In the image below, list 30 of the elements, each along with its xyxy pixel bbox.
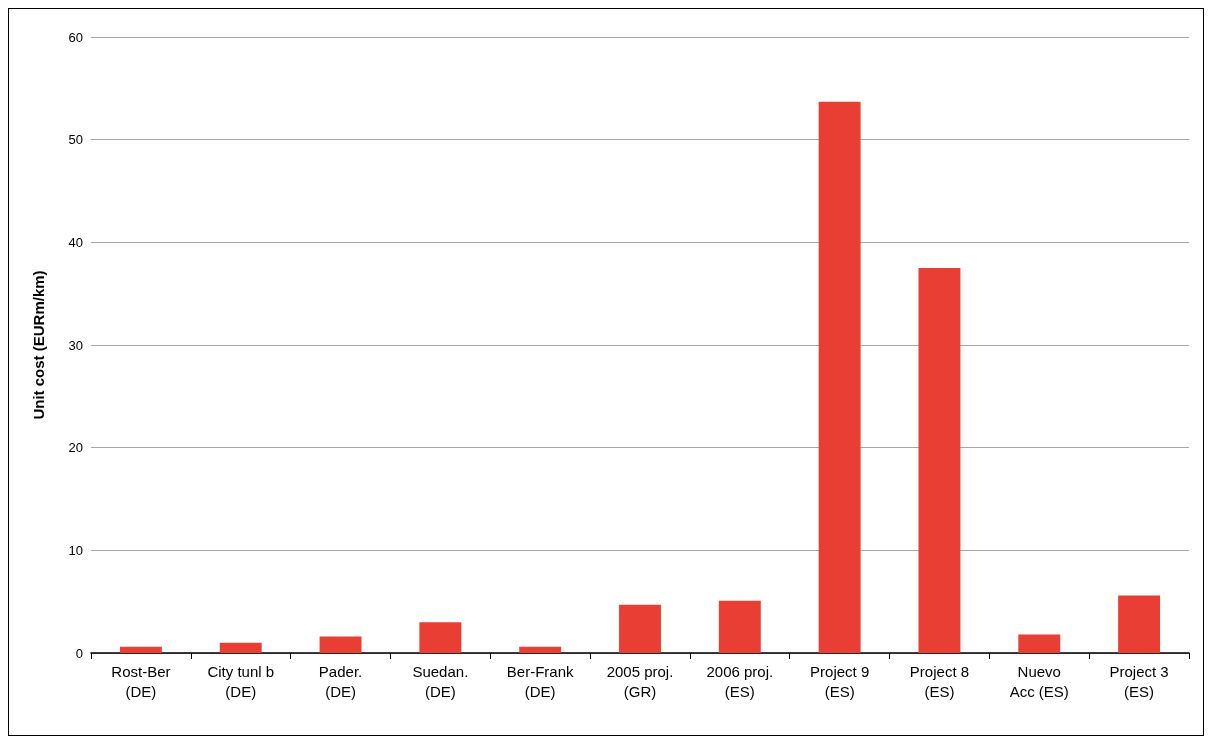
x-tick-label: Project 3 (ES): [1109, 662, 1169, 700]
bar: [519, 646, 562, 653]
x-tick-label: Project 9 (ES): [810, 662, 870, 700]
x-tick-label: Nuevo Acc (ES): [1009, 662, 1069, 700]
bar: [319, 636, 362, 653]
y-axis-title: Unit cost (EURm/km): [30, 270, 47, 420]
y-tick-label: 20: [68, 440, 83, 456]
y-tick-label: 40: [68, 234, 83, 250]
y-tick-label: 50: [68, 132, 83, 148]
y-tick-label: 0: [75, 645, 83, 661]
bar: [619, 604, 661, 653]
bar: [1018, 634, 1061, 653]
x-tick-label: City tunl b (DE): [207, 662, 275, 700]
y-tick-label: 30: [68, 337, 83, 353]
bar: [718, 600, 761, 653]
y-tick-label: 10: [68, 542, 83, 558]
x-tick-label: Pader. (DE): [318, 662, 363, 700]
bar: [419, 622, 462, 653]
bar: [219, 642, 262, 653]
bar: [918, 268, 961, 653]
x-tick-label: Ber-Frank (DE): [506, 662, 575, 700]
x-tick-label: Rost-Ber (DE): [111, 662, 171, 700]
bar: [1118, 595, 1161, 653]
x-tick-label: 2006 proj. (ES): [706, 662, 774, 700]
x-tick-label: 2005 proj. (GR): [606, 662, 674, 700]
x-tick-label: Project 8 (ES): [909, 662, 970, 700]
bar: [119, 646, 162, 653]
x-tick-label: Suedan. (DE): [412, 662, 469, 700]
bar: [818, 101, 861, 653]
y-tick-label: 60: [68, 29, 83, 45]
